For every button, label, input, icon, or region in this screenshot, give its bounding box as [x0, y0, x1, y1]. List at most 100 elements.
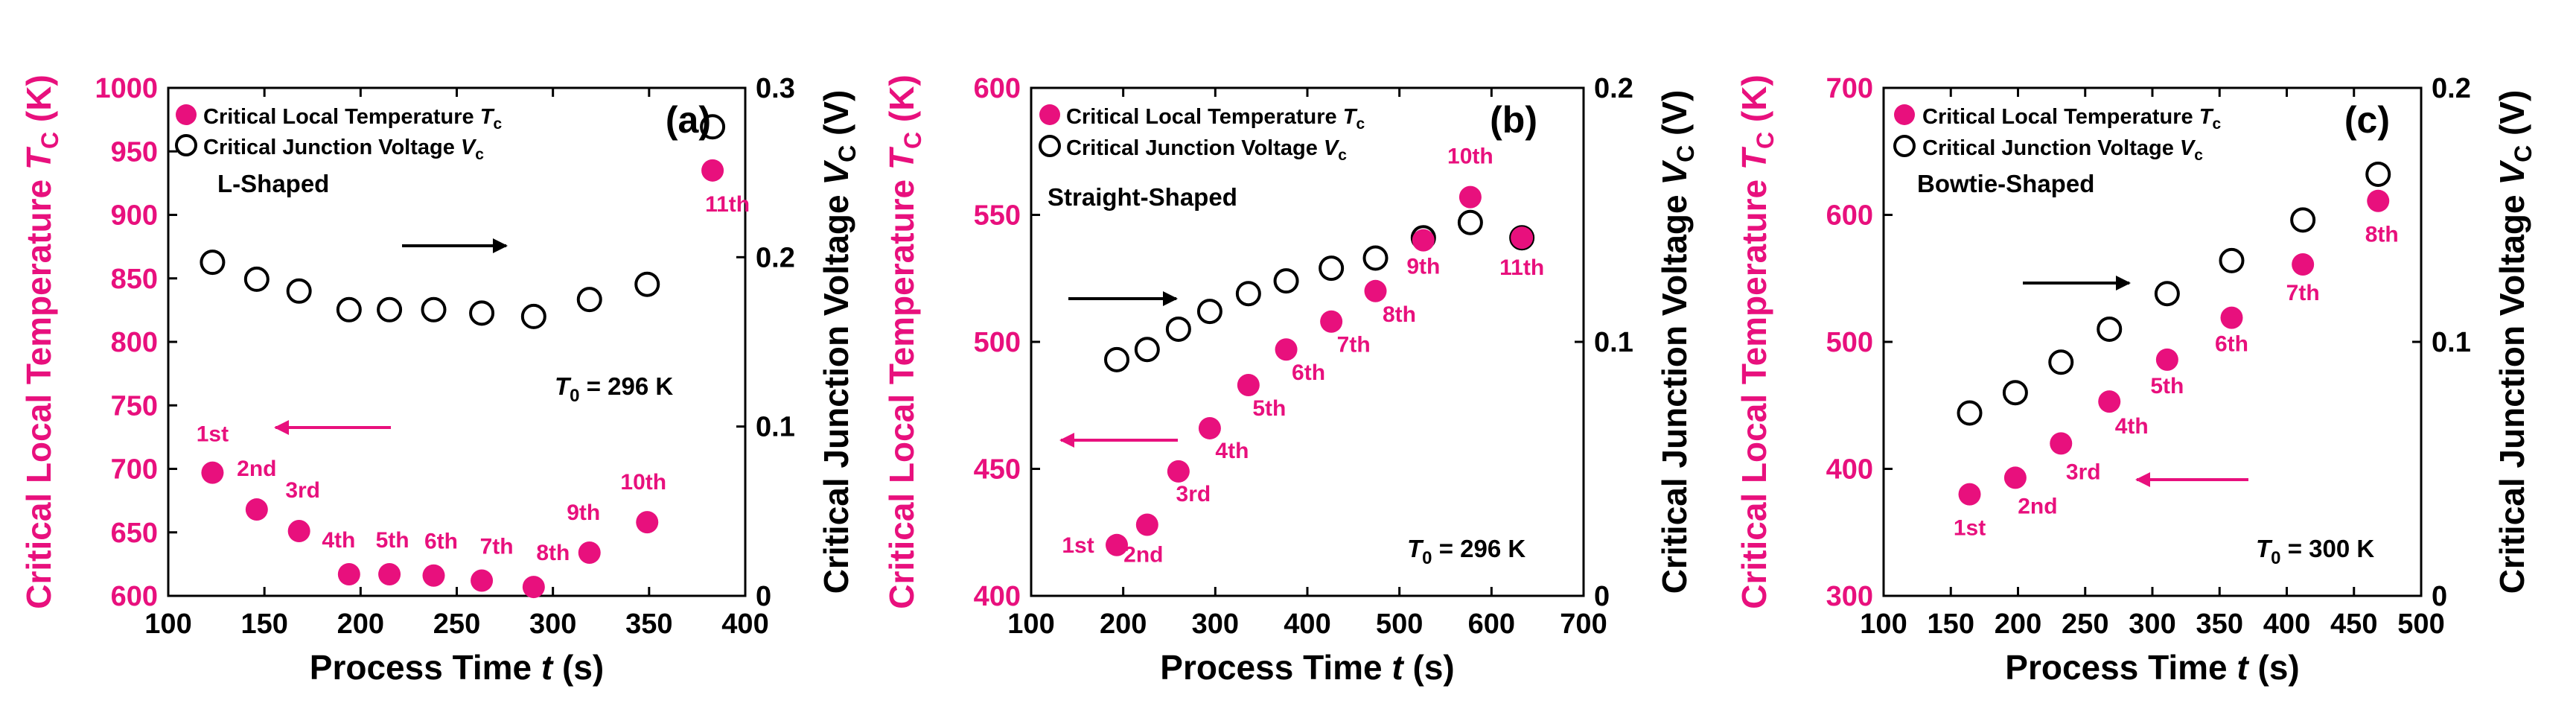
point-order-label: 7th	[2286, 281, 2320, 305]
y-right-tick-label: 0	[2432, 581, 2447, 612]
temperature-point	[287, 520, 310, 543]
voltage-point	[469, 300, 495, 326]
legend-temperature-marker	[176, 104, 197, 125]
point-order-label: 6th	[424, 530, 458, 554]
point-order-label: 6th	[2215, 332, 2248, 357]
temperature-point	[422, 564, 445, 587]
y-left-tick-label: 500	[974, 327, 1021, 358]
voltage-point	[576, 287, 602, 313]
y-right-tick-label: 0.3	[756, 73, 795, 104]
x-tick-label: 200	[1995, 609, 2041, 640]
y-left-tick-label: 950	[111, 136, 158, 168]
y-left-tick-label: 650	[111, 518, 158, 549]
y-left-tick-label: 450	[974, 454, 1021, 486]
point-order-label: 4th	[2115, 414, 2149, 439]
point-order-label: 4th	[322, 528, 355, 553]
legend-voltage-marker	[1893, 135, 1916, 157]
legend-temperature-marker	[1894, 104, 1915, 125]
point-order-label: 7th	[1337, 333, 1371, 358]
temperature-point	[1958, 483, 1981, 506]
point-order-label: 10th	[1447, 144, 1493, 169]
voltage-point	[377, 296, 403, 323]
y-right-tick-label: 0.1	[1594, 327, 1633, 358]
legend-voltage-label: Critical Junction Voltage Vc	[1922, 136, 2203, 164]
y-left-tick-label: 900	[111, 200, 158, 232]
y-left-axis-title: Critical Local Temperature TC (K)	[19, 74, 63, 609]
point-order-label: 3rd	[285, 478, 320, 503]
point-order-label: 9th	[567, 501, 600, 525]
point-order-label: 1st	[1954, 516, 1986, 541]
legend-temperature-marker	[1039, 104, 1060, 125]
temperature-point	[2292, 252, 2315, 276]
x-tick-label: 100	[1860, 609, 1907, 640]
t0-annotation: T0 = 300 K	[2256, 535, 2374, 568]
temperature-point	[1364, 279, 1387, 302]
point-order-label: 7th	[480, 535, 514, 559]
voltage-point	[2048, 349, 2074, 375]
x-tick-label: 200	[337, 609, 384, 640]
temperature-point	[522, 576, 545, 599]
point-order-label: 6th	[1292, 360, 1325, 385]
temperature-point	[471, 569, 494, 592]
voltage-point	[200, 250, 226, 276]
temperature-point	[1106, 533, 1129, 556]
voltage-point	[1273, 268, 1299, 294]
point-order-label: 8th	[536, 541, 570, 565]
voltage-point	[1134, 337, 1160, 363]
y-right-tick-label: 0	[756, 581, 771, 612]
voltage-point	[1362, 245, 1389, 271]
x-tick-label: 350	[625, 609, 672, 640]
temperature-point	[201, 461, 224, 484]
voltage-point	[1957, 400, 1983, 426]
x-tick-label: 100	[1007, 609, 1054, 640]
x-tick-label: 250	[433, 609, 480, 640]
temperature-point	[1198, 416, 1221, 439]
shape-label: Bowtie-Shaped	[1917, 170, 2094, 197]
voltage-point	[1235, 281, 1261, 307]
point-order-label: 11th	[705, 192, 750, 217]
voltage-point	[286, 278, 312, 304]
y-left-tick-label: 500	[1826, 327, 1873, 358]
y-left-tick-label: 800	[111, 327, 158, 358]
shape-label: Straight-Shaped	[1048, 183, 1237, 211]
voltage-point	[1196, 299, 1222, 325]
y-left-tick-label: 600	[1826, 200, 1873, 232]
chart-panel-1: 100 150 200 250 300 350 400 600 650 700 750 800 850 9…	[19, 73, 861, 687]
legend-temperature-label: Critical Local Temperature Tc	[1066, 105, 1365, 133]
x-tick-label: 400	[2263, 609, 2310, 640]
voltage-point	[634, 271, 660, 297]
temperature-point	[701, 159, 724, 182]
legend-temperature-label: Critical Local Temperature Tc	[1922, 105, 2221, 133]
y-left-tick-label: 600	[111, 581, 158, 612]
point-order-label: 2nd	[237, 457, 276, 481]
temperature-point	[378, 563, 401, 586]
y-left-tick-label: 600	[974, 73, 1021, 104]
legend-voltage-marker	[175, 134, 197, 156]
x-tick-label: 200	[1100, 609, 1147, 640]
point-order-label: 9th	[1406, 255, 1440, 279]
temperature-point	[636, 511, 659, 534]
y-right-tick-label: 0.2	[2432, 73, 2471, 104]
voltage-point	[2154, 281, 2180, 307]
point-order-label: 5th	[376, 528, 409, 553]
panel-label: (c)	[2344, 99, 2390, 141]
legend-temperature-label: Critical Local Temperature Tc	[203, 105, 502, 133]
y-left-tick-label: 400	[1826, 454, 1873, 486]
x-axis-title: Process Time t (s)	[2005, 648, 2299, 687]
temperature-point	[2367, 189, 2390, 212]
x-tick-label: 350	[2196, 609, 2243, 640]
point-order-label: 11th	[1499, 255, 1544, 280]
x-tick-label: 150	[1928, 609, 1974, 640]
point-order-label: 3rd	[2066, 460, 2101, 484]
point-order-label: 1st	[197, 422, 229, 447]
point-order-label: 3rd	[1176, 482, 1211, 506]
voltage-point	[2002, 380, 2028, 406]
y-right-axis-title: Critical Junction Voltage VC (V)	[817, 90, 861, 594]
y-right-axis-title: Critical Junction Voltage VC (V)	[1655, 90, 1699, 594]
y-right-tick-label: 0.1	[2432, 327, 2471, 358]
chart-panel-3: 100 150 200 250 300 350 400 450 500 300 400 500 600 7…	[1735, 73, 2537, 687]
voltage-point	[1104, 346, 1130, 372]
voltage-point	[2219, 247, 2245, 273]
temperature-point	[1458, 185, 1482, 209]
y-left-tick-label: 750	[111, 390, 158, 422]
